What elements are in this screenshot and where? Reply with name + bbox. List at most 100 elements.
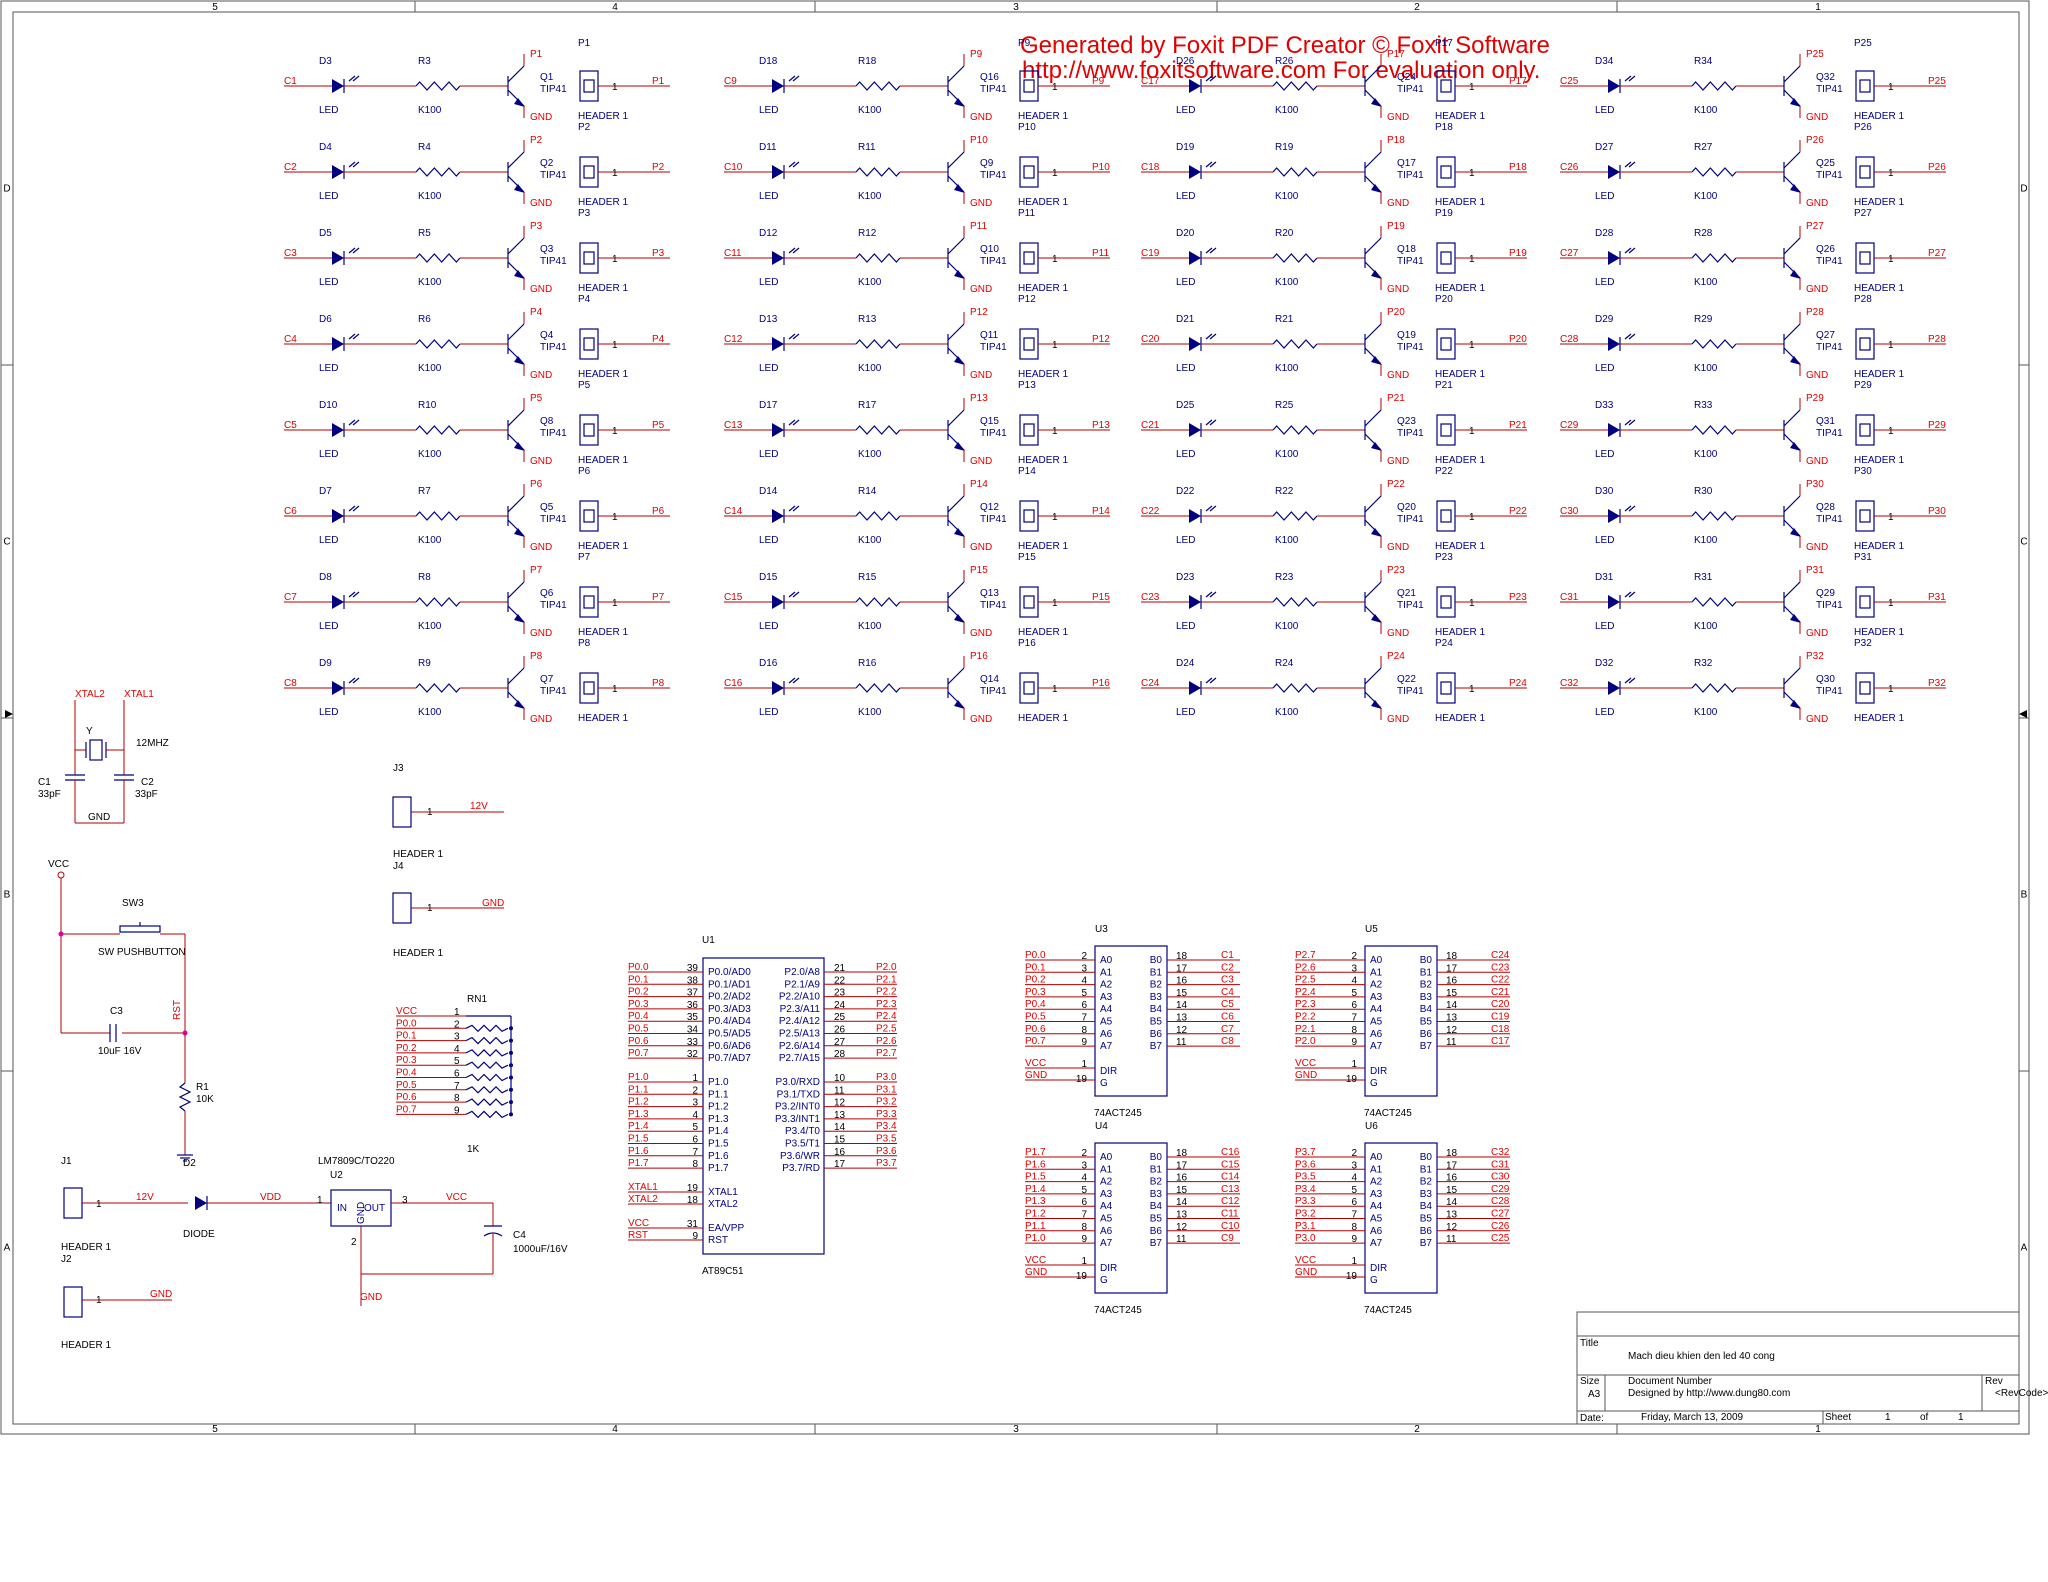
led-emission-arrows — [1205, 505, 1217, 512]
header-pin-number: 1 — [1888, 340, 1894, 351]
buffer-pin: 14 — [1446, 1000, 1458, 1011]
header-icon — [63, 1286, 83, 1318]
buffer-pin-name: B0 — [1420, 955, 1433, 966]
led-value: LED — [1595, 535, 1614, 546]
buffer-pin: 13 — [1176, 1210, 1188, 1221]
header-pin-number: 1 — [1469, 426, 1475, 437]
gnd-net: GND — [970, 628, 992, 639]
gnd-net: GND — [1387, 628, 1409, 639]
buffer-pin-name: B1 — [1420, 1164, 1433, 1175]
header-icon — [1436, 156, 1456, 188]
buffer-pin-name: B0 — [1150, 1152, 1163, 1163]
net-label-c1: C1 — [284, 76, 297, 87]
collector-net: P13 — [970, 393, 988, 404]
net-label-c16: C16 — [724, 678, 743, 689]
resistor-symbol — [415, 339, 461, 349]
transistor-ref: Q30 — [1816, 674, 1835, 685]
collector-net: P8 — [530, 651, 543, 662]
buffer-pin-name: B2 — [1420, 980, 1433, 991]
transistor-value: TIP41 — [980, 342, 1007, 353]
regulator-pin: 1 — [317, 1195, 323, 1206]
buffer-pin-name: B6 — [1420, 1226, 1433, 1237]
vcc-terminal — [57, 871, 65, 879]
buffer-in-net: P3.3 — [1295, 1196, 1316, 1207]
frame-col-label: 2 — [1414, 1424, 1420, 1435]
net-label-c19: C19 — [1141, 248, 1160, 259]
transistor-value: TIP41 — [1816, 170, 1843, 181]
buffer-pin-name: B5 — [1150, 1214, 1163, 1225]
transistor-ref: Q6 — [540, 588, 554, 599]
header-value: HEADER 1 — [1435, 627, 1485, 638]
header-ref: P30 — [1854, 466, 1872, 477]
collector-net: P14 — [970, 479, 988, 490]
header-pin-icon — [1023, 251, 1035, 265]
mcu-pin-function: P1.0 — [708, 1077, 729, 1088]
transistor-collector — [507, 495, 525, 513]
buffer-pin: 13 — [1176, 1013, 1188, 1024]
buffer-out-net: C32 — [1491, 1147, 1510, 1158]
header-pin-icon — [1440, 337, 1452, 351]
header-icon — [1855, 586, 1875, 618]
rev-label: Rev — [1985, 1376, 2003, 1387]
header-icon — [1855, 414, 1875, 446]
transistor-ref: Q26 — [1816, 244, 1835, 255]
buffer-part: 74ACT245 — [1094, 1108, 1142, 1119]
header-value: HEADER 1 — [1435, 713, 1485, 724]
transistor-collector — [947, 409, 965, 427]
header-pin-number: 1 — [612, 512, 618, 523]
frame-col-label: 3 — [1013, 2, 1019, 13]
buffer-pin: 12 — [1446, 1025, 1458, 1036]
net-label-c9: C9 — [724, 76, 737, 87]
led-ref: D7 — [319, 486, 332, 497]
buffer-pin: 19 — [1076, 1271, 1088, 1282]
mcu-pin: 15 — [834, 1135, 846, 1146]
header-icon — [1436, 586, 1456, 618]
led-value: LED — [1595, 105, 1614, 116]
header-ref: P16 — [1018, 638, 1036, 649]
mcu-pin: 36 — [687, 1000, 699, 1011]
header-icon — [1019, 242, 1039, 274]
transistor-ref: Q2 — [540, 158, 554, 169]
header-ref: P2 — [578, 122, 591, 133]
transistor-arrow — [514, 356, 525, 365]
collector-net: P32 — [1806, 651, 1824, 662]
transistor-value: TIP41 — [980, 686, 1007, 697]
buffer-in-net: P3.5 — [1295, 1172, 1316, 1183]
buffer-pin: 9 — [1351, 1037, 1357, 1048]
transistor-collector — [1783, 237, 1801, 255]
designer-note: Designed by http://www.dung80.com — [1628, 1388, 1790, 1399]
buffer-out-net: C23 — [1491, 962, 1510, 973]
header-icon — [1855, 328, 1875, 360]
buffer-pin: 18 — [1176, 1148, 1188, 1159]
gnd-net: GND — [1387, 714, 1409, 725]
buffer-pin: 19 — [1346, 1271, 1358, 1282]
net-label-c15: C15 — [724, 592, 743, 603]
led-icon — [1189, 79, 1201, 93]
rev-code: <RevCode> — [1995, 1388, 2048, 1399]
led-ref: D28 — [1595, 228, 1614, 239]
transistor-collector — [507, 65, 525, 83]
resistor-ref: R22 — [1275, 486, 1294, 497]
collector-net: P29 — [1806, 393, 1824, 404]
header-pin-icon — [1859, 595, 1871, 609]
buffer-pin: 8 — [1081, 1025, 1087, 1036]
transistor-arrow — [1790, 614, 1801, 623]
frame-col-label: 5 — [212, 1424, 218, 1435]
header-net: P16 — [1092, 678, 1110, 689]
mcu-pin-function: P3.4/T0 — [785, 1126, 820, 1137]
header-pin-number: 1 — [1888, 684, 1894, 695]
buffer-out-net: C5 — [1221, 999, 1234, 1010]
mcu-net: P2.4 — [876, 1011, 897, 1022]
rn-resistor — [465, 1061, 509, 1070]
header-icon — [579, 328, 599, 360]
led-value: LED — [759, 535, 778, 546]
gnd-net: GND — [970, 370, 992, 381]
net-label-c27: C27 — [1560, 248, 1579, 259]
transistor-value: TIP41 — [980, 256, 1007, 267]
header-net: P17 — [1509, 76, 1527, 87]
mcu-pin: 17 — [834, 1159, 846, 1170]
buffer-pin: 14 — [1176, 1000, 1188, 1011]
buffer-in-net: P1.2 — [1025, 1209, 1046, 1220]
frame-arrow — [2019, 710, 2027, 718]
mcu-pin: 16 — [834, 1147, 846, 1158]
